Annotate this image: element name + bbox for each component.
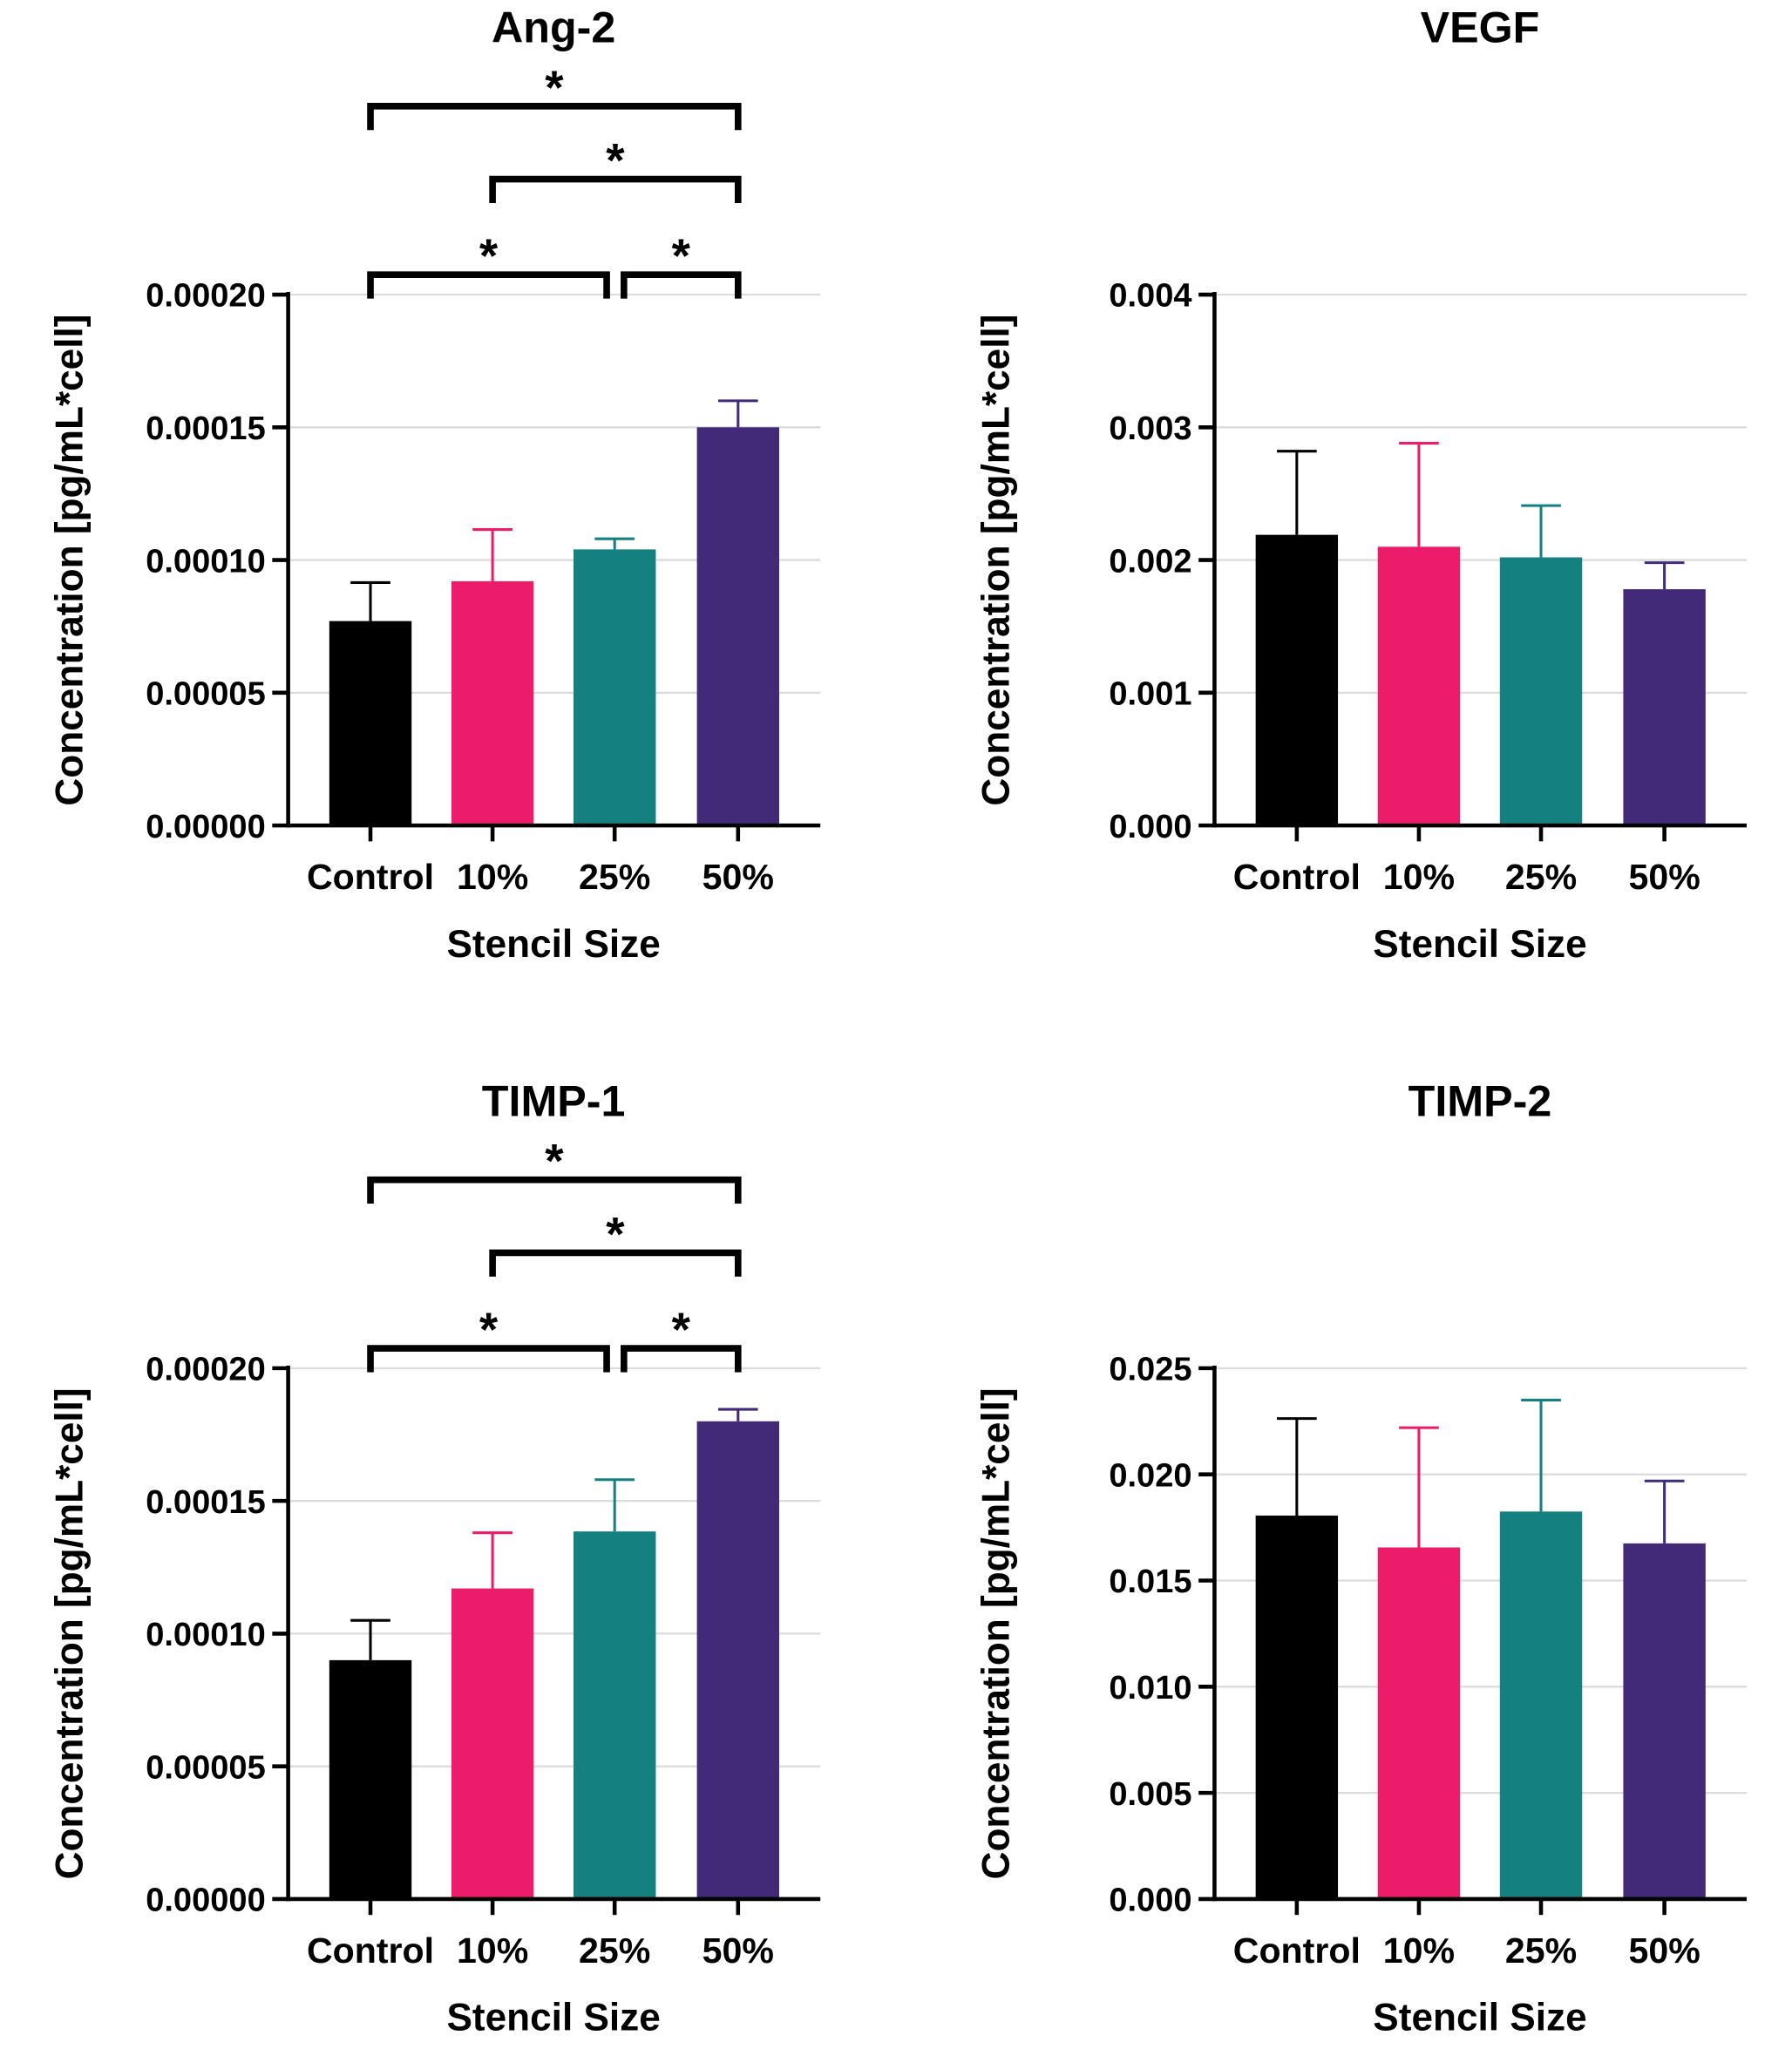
- y-tick-label: 0.00005: [146, 676, 266, 713]
- x-tick-label: 10%: [457, 857, 528, 897]
- y-tick-label: 0.00000: [146, 1883, 266, 1919]
- y-tick-label: 0.015: [1109, 1564, 1191, 1600]
- y-tick-label: 0.00015: [146, 410, 266, 447]
- significance-bracket: [367, 1176, 742, 1204]
- x-tick-label: 50%: [703, 857, 774, 897]
- y-tick-label: 0.000: [1109, 809, 1191, 845]
- chart-panel-timp-2: 0.000 0.005 0.010 0.015 0.020 0.025 Control 10%…: [974, 1077, 1748, 2039]
- y-tick-label: 0.005: [1109, 1776, 1191, 1813]
- bar-25pct: [1499, 1511, 1583, 1899]
- significance-star: *: [479, 228, 499, 282]
- y-tick-label: 0.025: [1109, 1352, 1191, 1388]
- bar-50pct: [1623, 1543, 1706, 1899]
- chart-title: VEGF: [1421, 3, 1540, 52]
- significance-star: *: [672, 1302, 691, 1356]
- y-tick-label: 0.003: [1109, 410, 1191, 447]
- significance-star: *: [606, 1206, 625, 1260]
- significance-bracket: [621, 1345, 742, 1373]
- x-tick-label: Control: [307, 857, 434, 897]
- significance-star: *: [545, 60, 564, 114]
- y-tick-label: 0.004: [1109, 278, 1191, 315]
- chart-panel-timp-1: 0.00000 0.00005 0.00010 0.00015 0.00020 Contr…: [49, 1077, 821, 2039]
- bar-25pct: [573, 1531, 656, 1899]
- chart-title: TIMP-2: [1408, 1077, 1552, 1126]
- chart-title: TIMP-1: [482, 1077, 626, 1126]
- y-tick-label: 0.020: [1109, 1457, 1191, 1494]
- bar-10pct: [451, 1588, 534, 1899]
- bar-10pct: [1377, 546, 1461, 826]
- x-tick-label: 10%: [1383, 857, 1455, 897]
- y-tick-label: 0.001: [1109, 676, 1191, 713]
- y-tick-label: 0.00020: [146, 1352, 266, 1388]
- chart-title: Ang-2: [492, 3, 615, 52]
- y-axis-label: Concentration [pg/mL*cell]: [974, 315, 1017, 806]
- x-tick-label: 50%: [1628, 857, 1700, 897]
- bar-25pct: [573, 549, 656, 826]
- chart-panel-ang-2: 0.00000 0.00005 0.00010 0.00015 0.00020 Contr…: [49, 3, 821, 966]
- y-tick-label: 0.010: [1109, 1670, 1191, 1706]
- x-tick-label: 25%: [579, 1930, 650, 1971]
- bar-10pct: [1377, 1547, 1461, 1899]
- x-axis-label: Stencil Size: [1373, 1997, 1586, 2039]
- significance-star: *: [606, 133, 625, 187]
- y-tick-label: 0.00005: [146, 1749, 266, 1786]
- x-tick-label: 25%: [1505, 1930, 1577, 1971]
- bar-control: [329, 1659, 412, 1899]
- bar-50pct: [1623, 589, 1706, 826]
- bar-control: [1255, 1515, 1339, 1899]
- x-tick-label: 25%: [1505, 857, 1577, 897]
- bar-50pct: [696, 1421, 780, 1899]
- x-tick-label: 10%: [457, 1930, 528, 1971]
- significance-bracket: [489, 175, 742, 203]
- x-tick-label: 25%: [579, 857, 650, 897]
- bar-25pct: [1499, 557, 1583, 826]
- x-tick-label: 50%: [1628, 1930, 1700, 1971]
- x-axis-label: Stencil Size: [446, 923, 660, 966]
- significance-star: *: [479, 1302, 499, 1356]
- y-axis-label: Concentration [pg/mL*cell]: [49, 1387, 92, 1879]
- chart-panel-vegf: 0.000 0.001 0.002 0.003 0.004 Control 10% 25% 50…: [974, 3, 1748, 966]
- y-axis-label: Concentration [pg/mL*cell]: [974, 1387, 1017, 1879]
- x-tick-label: Control: [307, 1930, 434, 1971]
- y-tick-label: 0.00010: [146, 1617, 266, 1653]
- bar-control: [1255, 534, 1339, 826]
- significance-bracket: [367, 271, 610, 299]
- y-tick-label: 0.00015: [146, 1484, 266, 1521]
- y-tick-label: 0.00000: [146, 809, 266, 845]
- bar-50pct: [696, 427, 780, 826]
- y-axis-label: Concentration [pg/mL*cell]: [49, 315, 92, 806]
- significance-bracket: [367, 1345, 610, 1373]
- significance-star: *: [672, 228, 691, 282]
- x-axis-label: Stencil Size: [446, 1997, 660, 2039]
- y-tick-label: 0.00020: [146, 278, 266, 315]
- x-tick-label: Control: [1233, 857, 1361, 897]
- bar-10pct: [451, 580, 534, 826]
- x-tick-label: 50%: [703, 1930, 774, 1971]
- y-tick-label: 0.00010: [146, 543, 266, 580]
- y-tick-label: 0.002: [1109, 543, 1191, 580]
- significance-bracket: [367, 103, 742, 131]
- significance-bracket: [489, 1249, 742, 1277]
- x-tick-label: 10%: [1383, 1930, 1455, 1971]
- significance-star: *: [545, 1134, 564, 1188]
- bar-control: [329, 621, 412, 826]
- x-tick-label: Control: [1233, 1930, 1361, 1971]
- y-tick-label: 0.000: [1109, 1883, 1191, 1919]
- significance-bracket: [621, 271, 742, 299]
- x-axis-label: Stencil Size: [1373, 923, 1586, 966]
